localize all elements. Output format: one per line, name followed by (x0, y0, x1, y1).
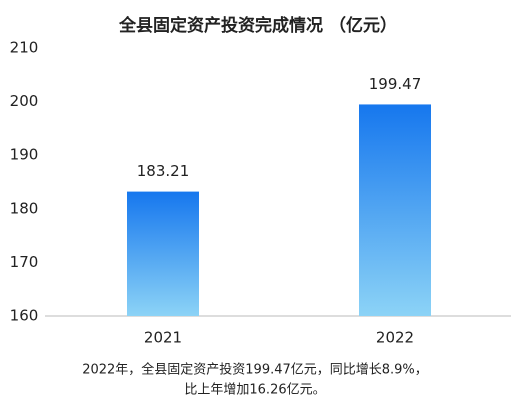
y-tick-label: 210 (10, 39, 39, 57)
x-tick-label: 2022 (376, 329, 414, 347)
bar (359, 104, 431, 317)
y-tick-label: 180 (10, 199, 39, 217)
y-tick-label: 160 (10, 307, 39, 325)
bar (127, 191, 199, 316)
value-label: 183.21 (137, 162, 190, 180)
x-tick-label: 2021 (144, 329, 182, 347)
y-tick-label: 170 (10, 253, 39, 271)
annotation: 比上年增加16.26亿元。 (184, 383, 325, 398)
y-tick-label: 200 (10, 92, 39, 110)
value-label: 199.47 (369, 75, 422, 93)
y-tick-label: 190 (10, 146, 39, 164)
annotation: 2022年，全县固定资产投资199.47亿元，同比增长8.9%， (82, 362, 428, 378)
chart-title: 全县固定资产投资完成情况 （亿元） (118, 15, 397, 36)
